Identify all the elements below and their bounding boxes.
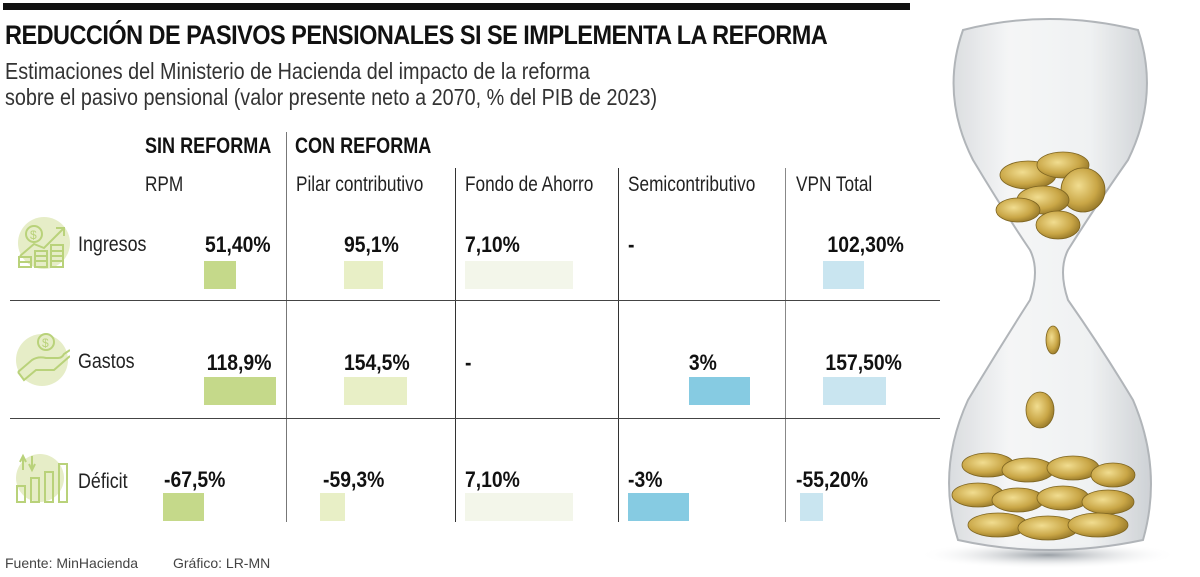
bar-ingresos-vpn <box>823 261 864 289</box>
column-header-vpn: VPN Total <box>796 173 873 196</box>
value-gastos-fondo: - <box>465 350 472 375</box>
bar-deficit-vpn <box>800 493 823 521</box>
subtitle-line-1: Estimaciones del Ministerio de Hacienda … <box>5 58 590 84</box>
value-deficit-semi: -3% <box>628 467 663 492</box>
divider-sin-con <box>286 132 287 522</box>
column-header-fondo: Fondo de Ahorro <box>465 173 594 196</box>
svg-text:$: $ <box>42 336 49 350</box>
chart-title: REDUCCIÓN DE PASIVOS PENSIONALES SI SE I… <box>5 20 828 50</box>
top-rule <box>3 3 910 10</box>
graphic-credit: Gráfico: LR-MN <box>173 555 271 571</box>
value-gastos-pilar: 154,5% <box>344 350 410 375</box>
divider-col-4 <box>785 168 786 522</box>
value-ingresos-fondo: 7,10% <box>465 232 520 257</box>
value-ingresos-semi: - <box>628 232 635 257</box>
row-label-gastos: Gastos <box>78 350 135 373</box>
deficit-bars-icon <box>16 453 68 503</box>
value-deficit-pilar: -59,3% <box>323 467 385 492</box>
source-note: Fuente: MinHacienda <box>5 555 139 571</box>
income-growth-icon: $ <box>18 217 70 269</box>
subtitle-line-2: sobre el pasivo pensional (valor present… <box>5 84 658 110</box>
row-label-deficit: Déficit <box>78 470 128 493</box>
svg-text:$: $ <box>30 228 37 242</box>
bar-ingresos-rpm <box>204 261 236 289</box>
bar-gastos-pilar <box>344 377 407 405</box>
group-con-reforma: CON REFORMA <box>295 133 432 158</box>
bar-deficit-rpm <box>163 493 204 521</box>
column-header-semi: Semicontributivo <box>628 173 756 196</box>
row-label-ingresos: Ingresos <box>78 233 147 256</box>
value-deficit-fondo: 7,10% <box>465 467 520 492</box>
bar-deficit-pilar <box>320 493 345 521</box>
chart-subtitle: Estimaciones del Ministerio de Hacienda … <box>5 58 657 110</box>
value-deficit-rpm: -67,5% <box>164 467 226 492</box>
bar-gastos-vpn <box>823 377 886 405</box>
value-gastos-vpn: 157,50% <box>825 350 902 375</box>
bar-gastos-rpm <box>204 377 276 405</box>
column-header-pilar: Pilar contributivo <box>296 173 424 196</box>
bar-ingresos-fondo <box>465 261 573 289</box>
bar-ingresos-pilar <box>344 261 383 289</box>
value-ingresos-rpm: 51,40% <box>205 232 271 257</box>
divider-col-2 <box>455 168 456 522</box>
value-ingresos-vpn: 102,30% <box>827 232 904 257</box>
value-deficit-vpn: -55,20% <box>796 467 869 492</box>
row-divider-2 <box>10 418 940 419</box>
value-gastos-rpm: 118,9% <box>206 350 271 375</box>
divider-col-3 <box>618 168 619 522</box>
column-header-rpm: RPM <box>145 173 184 196</box>
hand-coin-expense-icon: $ <box>16 333 70 386</box>
row-divider-1 <box>10 300 940 301</box>
value-gastos-semi: 3% <box>689 350 717 375</box>
bar-deficit-fondo <box>465 493 573 521</box>
bar-gastos-semi <box>689 377 750 405</box>
value-ingresos-pilar: 95,1% <box>344 232 399 257</box>
group-sin-reforma: SIN REFORMA <box>145 133 272 158</box>
bar-deficit-semi <box>628 493 689 521</box>
hourglass-coins-image <box>918 18 1178 569</box>
